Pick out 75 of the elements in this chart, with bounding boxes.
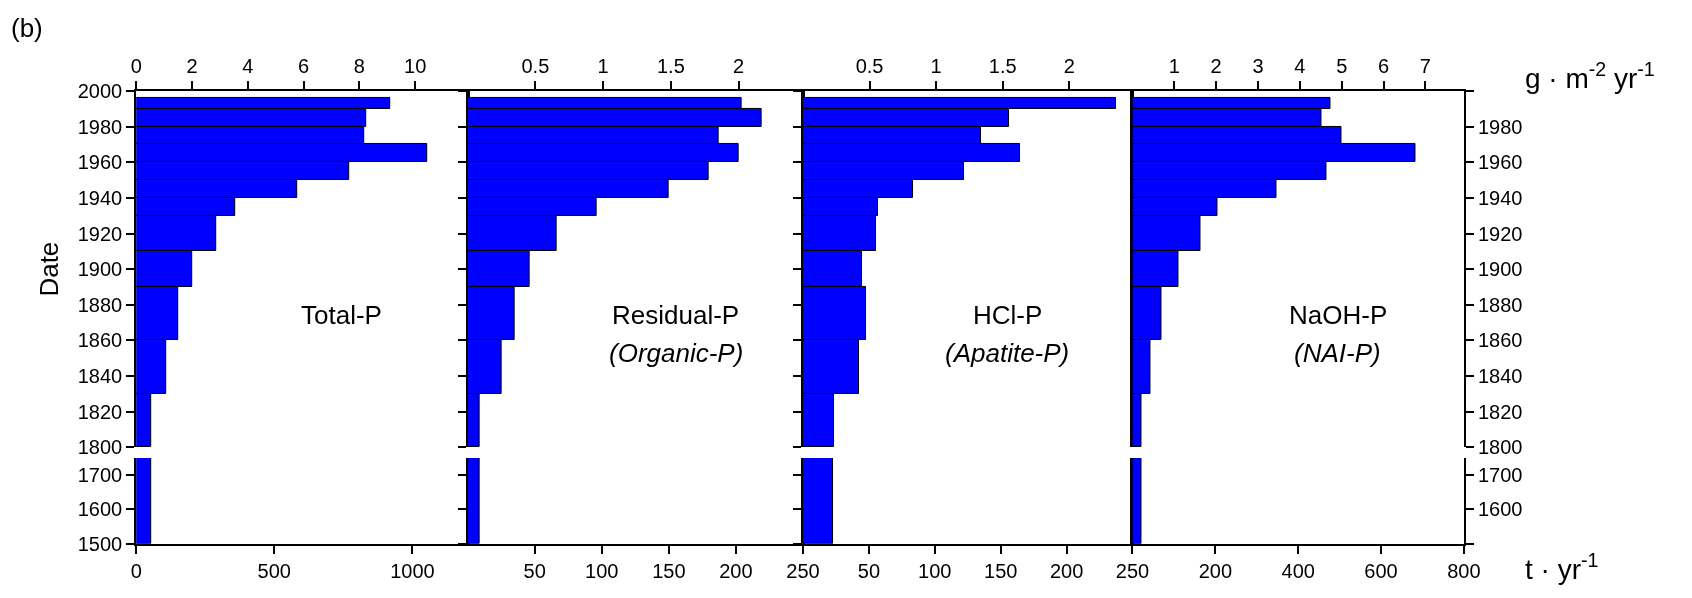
x-tick-label: 0.5 <box>855 54 884 77</box>
x-tick-label: 1 <box>597 54 609 77</box>
x-tick-label: 1 <box>1168 54 1180 77</box>
x-tick-label: 2 <box>733 54 745 77</box>
y-tick-label: 1840 <box>77 365 123 388</box>
y-tick-label: 1980 <box>77 115 123 138</box>
x-tick-label: 4 <box>242 54 254 77</box>
y-tick-label: 2000 <box>77 79 123 102</box>
x-tick-label: 1.5 <box>656 54 685 77</box>
y-tick-label: 1960 <box>1477 151 1523 174</box>
x-tick-label: 1.5 <box>988 54 1017 77</box>
x-tick-label: 10 <box>404 54 427 77</box>
y-axis-title: Date <box>33 241 64 297</box>
x-tick-label: 200 <box>719 559 753 582</box>
y-tick-label: 1600 <box>77 498 123 521</box>
x-tick-label: 2 <box>186 54 198 77</box>
annotation: NaOH-P <box>1289 300 1388 330</box>
x-tick-label: 5 <box>1336 54 1348 77</box>
y-tick-label: 1920 <box>77 222 123 245</box>
x-tick-label: 500 <box>257 559 291 582</box>
y-tick-label: 1840 <box>1477 365 1523 388</box>
x-tick-label: 50 <box>857 559 881 582</box>
y-tick-label: 1940 <box>1477 186 1523 209</box>
y-tick-label: 1880 <box>77 293 123 316</box>
y-tick-label: 1800 <box>1477 436 1523 459</box>
x-axis-title: t · yr$^{-1}$ <box>1525 549 1599 585</box>
y-tick-label: 1940 <box>77 186 123 209</box>
y-tick-label: 1700 <box>1477 464 1523 487</box>
x-tick-label: 1 <box>930 54 942 77</box>
y-tick-label: 1820 <box>1477 400 1523 423</box>
x-tick-label: 100 <box>918 559 952 582</box>
x-tick-label: 800 <box>1447 559 1481 582</box>
x-tick-label: 100 <box>585 559 619 582</box>
x-tick-label: 6 <box>1378 54 1390 77</box>
y-tick-label: 1960 <box>77 151 123 174</box>
x-tick-label: 200 <box>1198 559 1233 582</box>
x-tick-label: 4 <box>1294 54 1306 77</box>
y-tick-label: 1880 <box>1477 293 1523 316</box>
x-tick-label: 2 <box>1063 54 1075 77</box>
chart-title: (b) <box>11 13 43 43</box>
y-tick-label: 1900 <box>1477 258 1523 281</box>
x-tick-label: 3 <box>1252 54 1264 77</box>
x-tick-label: 150 <box>984 559 1018 582</box>
y-tick-label: 1860 <box>77 329 123 352</box>
x-tick-label: 200 <box>1049 559 1084 582</box>
x-axis-title: g · m$^{-2}$ yr$^{-1}$ <box>1525 58 1655 94</box>
annotation: Total-P <box>301 300 382 330</box>
y-tick-label: 1800 <box>77 436 123 459</box>
y-tick-label: 1500 <box>77 532 123 555</box>
annotation: (Apatite-P) <box>945 338 1070 368</box>
x-tick-label: 0 <box>130 54 142 77</box>
x-tick-label: 2 <box>1210 54 1222 77</box>
x-tick-label: 150 <box>652 559 686 582</box>
annotation: HCl-P <box>973 300 1043 330</box>
y-tick-label: 1820 <box>77 400 123 423</box>
y-tick-label: 1600 <box>1477 498 1523 521</box>
x-tick-label: 600 <box>1364 559 1398 582</box>
x-tick-label: 0 <box>130 559 142 582</box>
x-tick-label: 6 <box>298 54 310 77</box>
y-tick-label: 1700 <box>77 464 123 487</box>
y-tick-label: 1900 <box>77 258 123 281</box>
x-tick-label: 400 <box>1281 559 1315 582</box>
y-tick-label: 1920 <box>1477 222 1523 245</box>
x-tick-label: 250 <box>786 559 820 582</box>
x-tick-label: 0.5 <box>521 54 550 77</box>
y-tick-label: 1980 <box>1477 115 1523 138</box>
annotation: Residual-P <box>612 300 740 330</box>
x-tick-label: 7 <box>1419 54 1431 77</box>
y-tick-label: 1860 <box>1477 329 1523 352</box>
x-tick-label: 1000 <box>390 559 435 582</box>
x-tick-label: 50 <box>523 559 546 582</box>
x-tick-label: 8 <box>353 54 365 77</box>
x-tick-label: 250 <box>1115 559 1150 582</box>
annotation: (NAI-P) <box>1294 338 1381 368</box>
annotation: (Organic-P) <box>609 338 744 368</box>
